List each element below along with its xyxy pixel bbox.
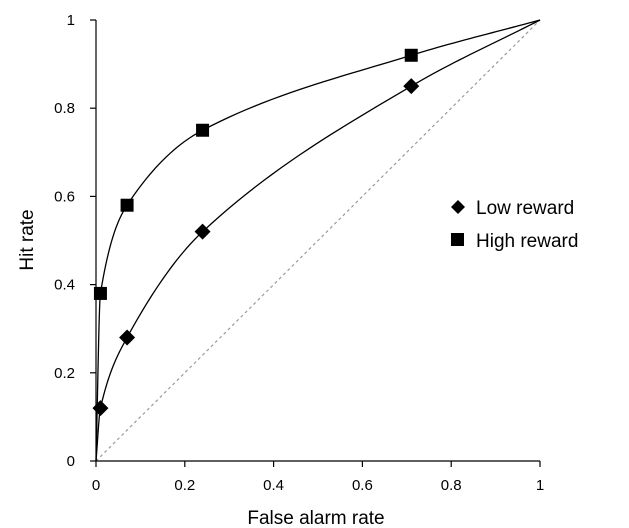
legend-diamond-marker [451, 200, 465, 214]
tick-labels: 0 0.2 0.4 0.6 0.8 1 0 0.2 0.4 0.6 0.8 1 [54, 12, 544, 494]
data-point-diamond [119, 329, 136, 346]
data-point-diamond [403, 78, 420, 95]
data-point-diamond [92, 400, 109, 417]
y-tick-label: 0.2 [54, 365, 75, 382]
legend: Low reward High reward [451, 198, 578, 252]
x-tick-label: 0.4 [263, 477, 284, 494]
data-points [92, 48, 420, 417]
data-point-diamond [194, 223, 211, 240]
legend-label-high-reward: High reward [476, 231, 578, 252]
y-tick-label: 0.8 [54, 100, 75, 117]
x-tick-label: 0 [92, 477, 100, 494]
x-tick-label: 1 [536, 477, 544, 494]
chance-line [95, 19, 541, 462]
legend-item-low-reward: Low reward [451, 198, 574, 219]
data-point-square [404, 48, 418, 62]
chance-diagonal-layer [95, 19, 541, 462]
x-tick-label: 0.6 [352, 477, 373, 494]
axes [90, 19, 541, 467]
y-tick-label: 1 [67, 12, 75, 29]
fit-curve-high-reward [95, 19, 541, 462]
y-axis-title: Hit rate [17, 209, 38, 270]
data-point-square [196, 123, 210, 137]
data-point-square [93, 286, 107, 300]
legend-square-marker [451, 233, 464, 246]
x-tick-label: 0.8 [441, 477, 462, 494]
y-tick-label: 0.4 [54, 277, 75, 294]
legend-item-high-reward: High reward [451, 231, 578, 252]
y-tick-label: 0.6 [54, 188, 75, 205]
data-point-square [120, 198, 134, 212]
legend-label-low-reward: Low reward [476, 198, 574, 219]
x-axis-title: False alarm rate [247, 508, 384, 528]
y-tick-label: 0 [67, 453, 75, 470]
x-tick-label: 0.2 [174, 477, 195, 494]
